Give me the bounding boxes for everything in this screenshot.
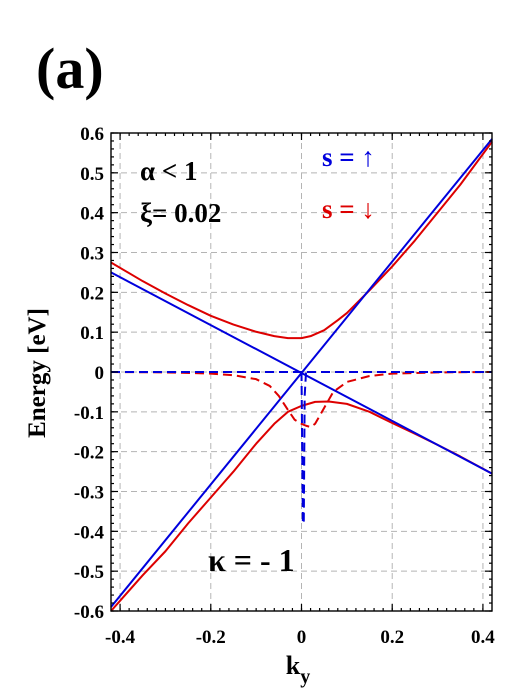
spin-down-legend: s = ↓: [322, 194, 375, 224]
y-tick-label: -0.6: [74, 602, 104, 623]
y-tick-label: 0: [95, 363, 105, 384]
series-group: [110, 138, 493, 612]
y-tick-label: -0.1: [74, 403, 104, 424]
kappa-annotation: κ = - 1: [208, 542, 295, 578]
series-line: [110, 141, 493, 340]
y-tick-label: -0.3: [74, 483, 104, 504]
y-axis-label: Energy [eV]: [24, 308, 51, 438]
y-tick-labels: 0.6 0.5 0.4 0.3 0.2 0.1 0 -0.1 -0.2 -0.3 -0.4 -0.5 -…: [74, 124, 105, 623]
y-tick-label: 0.1: [80, 323, 104, 344]
x-tick-labels: -0.4 -0.2 0 0.2 0.4: [105, 627, 495, 648]
x-tick-label: -0.4: [105, 627, 136, 648]
alpha-annotation: α < 1: [140, 156, 197, 186]
y-tick-label: 0.6: [80, 124, 104, 145]
x-axis-label-sub: y: [300, 666, 310, 688]
series-line: [300, 371, 308, 525]
x-tick-label: 0: [297, 627, 307, 648]
panel-label: (a): [36, 36, 104, 101]
spin-up-legend: s = ↑: [322, 142, 375, 172]
y-tick-label: -0.4: [74, 522, 105, 543]
x-tick-label: 0.2: [380, 627, 404, 648]
y-tick-label: -0.5: [74, 562, 104, 583]
y-tick-label: 0.2: [80, 283, 104, 304]
y-tick-label: 0.4: [80, 204, 104, 225]
y-tick-label: 0.5: [80, 164, 104, 185]
series-line: [110, 371, 493, 428]
y-tick-label: -0.2: [74, 443, 104, 464]
x-tick-label: -0.2: [196, 627, 226, 648]
x-axis-label-main: k: [286, 651, 301, 680]
xi-annotation: ξ= 0.02: [140, 198, 221, 228]
x-axis-label: ky: [286, 651, 310, 688]
y-tick-label: 0.3: [80, 244, 104, 265]
x-tick-label: 0.4: [471, 627, 495, 648]
axis-ticks: [111, 132, 492, 612]
